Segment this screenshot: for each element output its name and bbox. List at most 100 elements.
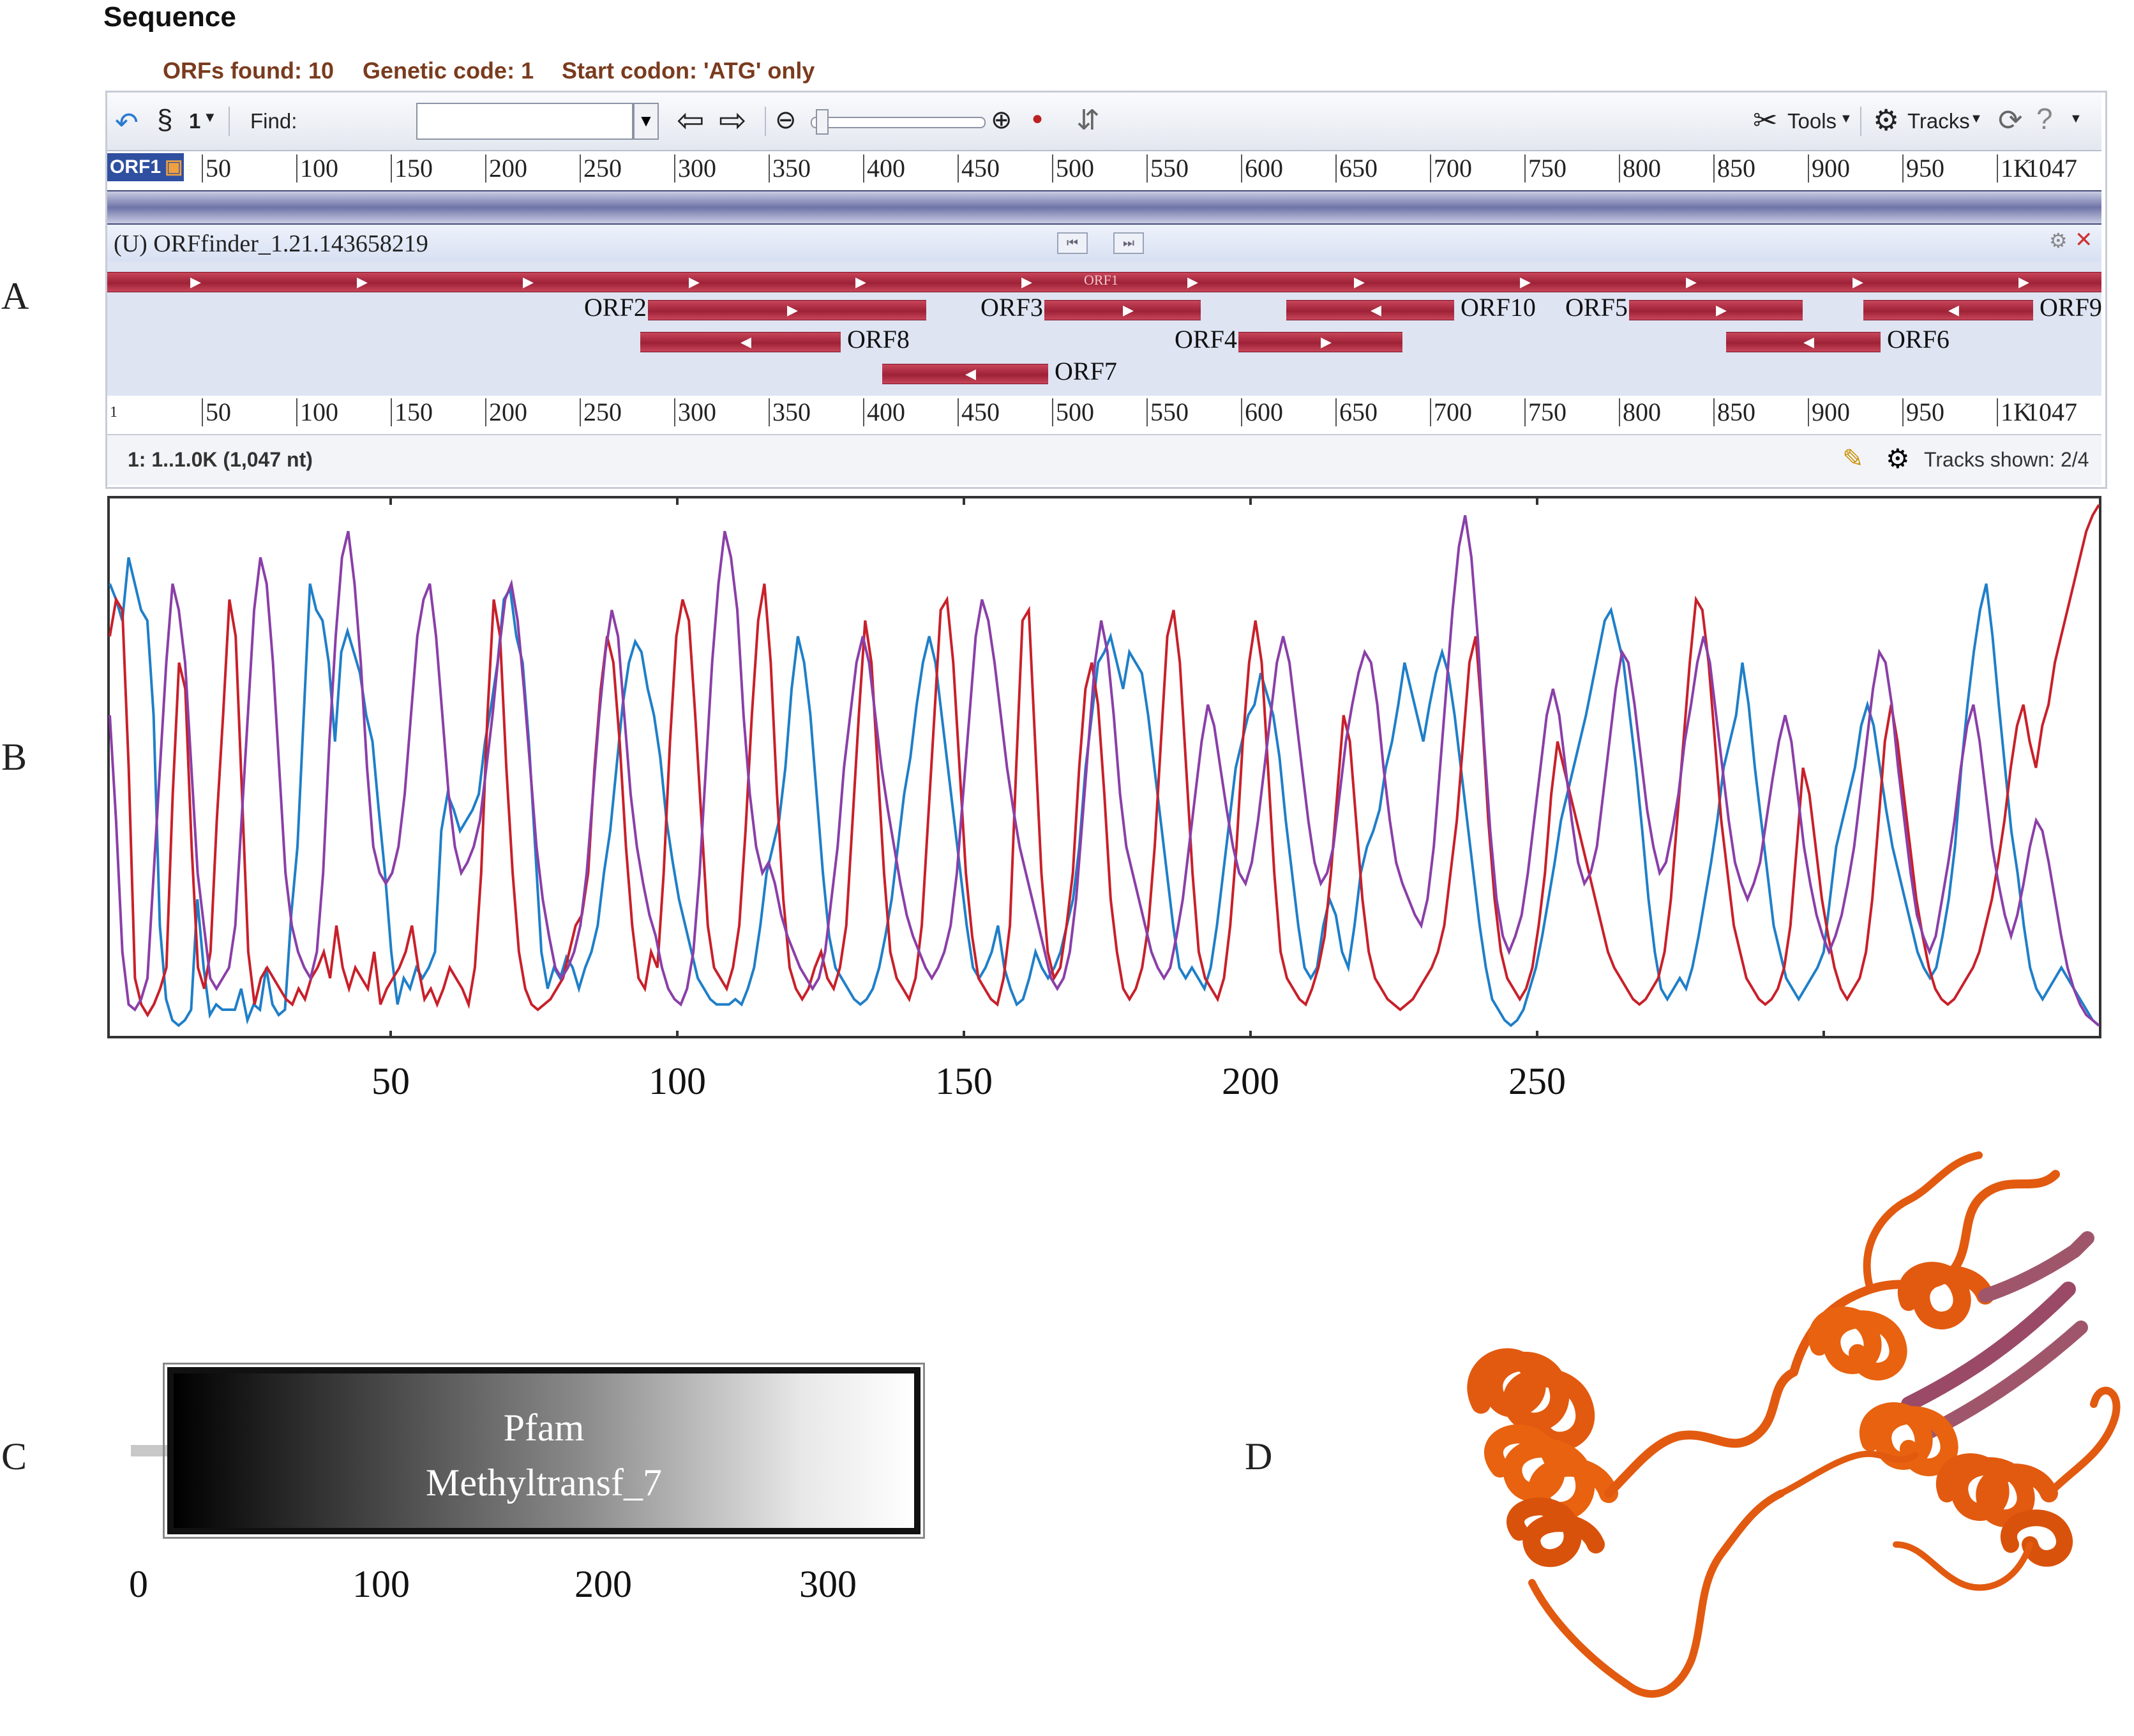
strand-dropdown-icon[interactable]: ▼ xyxy=(203,109,217,125)
orf-feature-orf7[interactable]: ◀ xyxy=(882,364,1048,384)
orf-feature-orf10[interactable]: ◀ xyxy=(1286,300,1454,320)
atg-icon[interactable]: ● xyxy=(1032,108,1044,129)
orf-track-area: ▶ ▶ ▶ ▶ ▶ ▶ ▶ ▶ ▶ ▶ ▶ ▶ ORF1 ▶ ORF2 ▶ ORF3 ◀ ORF10 ▶ ORF5 ◀ OR… xyxy=(107,262,2102,396)
orf-label-orf7: ORF7 xyxy=(1055,357,1117,385)
orf-feature-orf4[interactable]: ▶ xyxy=(1238,332,1402,352)
arrow-right-icon: ▶ xyxy=(523,274,534,290)
arrow-left-icon: ◀ xyxy=(965,366,976,382)
track-close-icon[interactable]: ✕ xyxy=(2075,228,2093,252)
panel-letter-b: B xyxy=(1,736,27,778)
ruler-tick: 450 xyxy=(958,398,1000,426)
ruler-tick: 900 xyxy=(1808,398,1850,426)
find-label: Find: xyxy=(250,109,297,133)
ruler-tick: 850 xyxy=(1713,154,1755,183)
toolbar-separator xyxy=(765,107,766,136)
orf-label-orf9: ORF9 xyxy=(2040,293,2102,322)
tracks-dropdown-icon[interactable]: ▼ xyxy=(1970,112,1983,126)
orfs-found-label: ORFs found: 10 xyxy=(163,57,334,84)
orf-feature-orf1[interactable]: ▶ ▶ ▶ ▶ ▶ ▶ ▶ ▶ ▶ ▶ ▶ ▶ xyxy=(107,272,2101,292)
ruler-tick: 250 xyxy=(580,154,622,183)
find-input[interactable] xyxy=(416,103,633,140)
ruler-tick: 150 xyxy=(391,398,433,426)
orf-feature-orf8[interactable]: ◀ xyxy=(640,332,841,352)
orf-label-orf1: ORF1 xyxy=(1084,272,1118,288)
toolbar-separator xyxy=(1860,107,1861,136)
tools-dropdown-icon[interactable]: ▼ xyxy=(1840,112,1852,126)
arrow-left-icon[interactable]: ⇦ xyxy=(677,102,705,139)
domain-axis-label: 300 xyxy=(799,1563,857,1605)
zoom-in-icon[interactable]: ⊕ xyxy=(991,106,1012,134)
orf-label-orf8: ORF8 xyxy=(847,325,910,354)
zoom-slider[interactable] xyxy=(811,117,986,128)
arrow-right-icon: ▶ xyxy=(1187,274,1198,290)
pfam-domain: Pfam Methyltransf_7 xyxy=(163,1363,925,1539)
orf-feature-orf6[interactable]: ◀ xyxy=(1726,332,1881,352)
orf-label-orf5: ORF5 xyxy=(1565,293,1628,322)
ruler-tick: 100 xyxy=(296,154,338,183)
ruler-tick: 1K xyxy=(1997,154,2032,183)
ruler-start-label: 1 xyxy=(110,404,117,421)
protein-structure-image xyxy=(1467,1151,2121,1698)
domain-axis-label: 0 xyxy=(129,1563,148,1605)
arrow-right-icon: ▶ xyxy=(1686,274,1697,290)
orf-feature-orf2[interactable]: ▶ xyxy=(648,300,926,320)
ruler-tick: 50 xyxy=(202,398,231,426)
prev-feature-icon[interactable]: ⏮ xyxy=(1057,232,1088,254)
orf-label-orf2: ORF2 xyxy=(584,293,647,322)
ruler-tick: 1K xyxy=(1997,398,2032,426)
arrow-left-icon: ◀ xyxy=(1803,334,1814,350)
orf-feature-orf3[interactable]: ▶ xyxy=(1044,300,1201,320)
gear-icon[interactable]: ⚙ xyxy=(1873,103,1900,137)
ruler-tick: 850 xyxy=(1713,398,1755,426)
ruler-tick: 300 xyxy=(674,398,716,426)
ruler-tick: 700 xyxy=(1430,154,1472,183)
zoom-slider-handle[interactable] xyxy=(816,109,829,135)
arrow-right-icon: ▶ xyxy=(1852,274,1863,290)
undo-icon[interactable]: ↶ xyxy=(115,107,139,138)
start-codon-label: Start codon: 'ATG' only xyxy=(562,57,815,84)
ruler-tick: 900 xyxy=(1808,154,1850,183)
ruler-tick: 400 xyxy=(863,154,905,183)
arrow-right-icon: ▶ xyxy=(357,274,368,290)
help-icon[interactable]: ? xyxy=(2036,102,2053,135)
arrow-left-icon: ◀ xyxy=(1371,302,1381,318)
track-header: (U) ORFfinder_1.21.143658219 ⏮ ⏭ ⚙ ✕ xyxy=(107,225,2101,262)
refresh-icon[interactable]: ⟳ xyxy=(1998,103,2023,137)
pencil-icon[interactable]: ✎ xyxy=(1842,445,1864,473)
tracks-menu[interactable]: Tracks xyxy=(1907,109,1970,133)
find-dropdown-button[interactable]: ▼ xyxy=(633,103,659,140)
track-title: (U) ORFfinder_1.21.143658219 xyxy=(114,230,428,257)
strand-selector[interactable]: 1 xyxy=(189,109,201,133)
next-feature-icon[interactable]: ⏭ xyxy=(1113,232,1144,254)
arrow-right-icon[interactable]: ⇨ xyxy=(719,102,747,139)
orf-feature-orf5[interactable]: ▶ xyxy=(1629,300,1803,320)
arrow-right-icon: ▶ xyxy=(1123,302,1134,318)
tracks-gear-icon[interactable]: ⚙ xyxy=(1886,444,1910,474)
x-tick-label: 200 xyxy=(1221,1060,1279,1102)
strand-icon[interactable]: § xyxy=(157,104,173,135)
ruler-tick: 550 xyxy=(1146,154,1189,183)
ruler-tick: 950 xyxy=(1902,398,1944,426)
orf-label-orf3: ORF3 xyxy=(981,293,1043,322)
domain-axis-label: 100 xyxy=(352,1563,410,1605)
tracks-shown-label: Tracks shown: 2/4 xyxy=(1924,448,2089,471)
series-line-1 xyxy=(109,557,2100,1028)
arrow-right-icon: ▶ xyxy=(689,274,700,290)
ruler-tick: 650 xyxy=(1335,154,1378,183)
tools-menu[interactable]: Tools xyxy=(1787,109,1837,133)
arrow-right-icon: ▶ xyxy=(1321,334,1332,350)
domain-source: Pfam xyxy=(503,1407,585,1449)
plot-frame xyxy=(107,496,2101,1038)
track-settings-icon[interactable]: ⚙ xyxy=(2049,229,2068,252)
ruler-tick: 400 xyxy=(863,398,905,426)
fit-icon[interactable]: ⇵ xyxy=(1076,105,1100,136)
arrow-left-icon: ◀ xyxy=(1948,302,1959,318)
panel-letter-d: D xyxy=(1245,1435,1273,1478)
ruler-tick: 100 xyxy=(296,398,338,426)
tools-icon[interactable]: ✂ xyxy=(1753,103,1778,137)
arrow-right-icon: ▶ xyxy=(855,274,866,290)
orf1-tag-label: ORF1 xyxy=(110,156,162,177)
zoom-out-icon[interactable]: ⊖ xyxy=(775,106,797,134)
orf-feature-orf9[interactable]: ◀ xyxy=(1863,300,2033,320)
help-dropdown-icon[interactable]: ▼ xyxy=(2070,112,2082,126)
